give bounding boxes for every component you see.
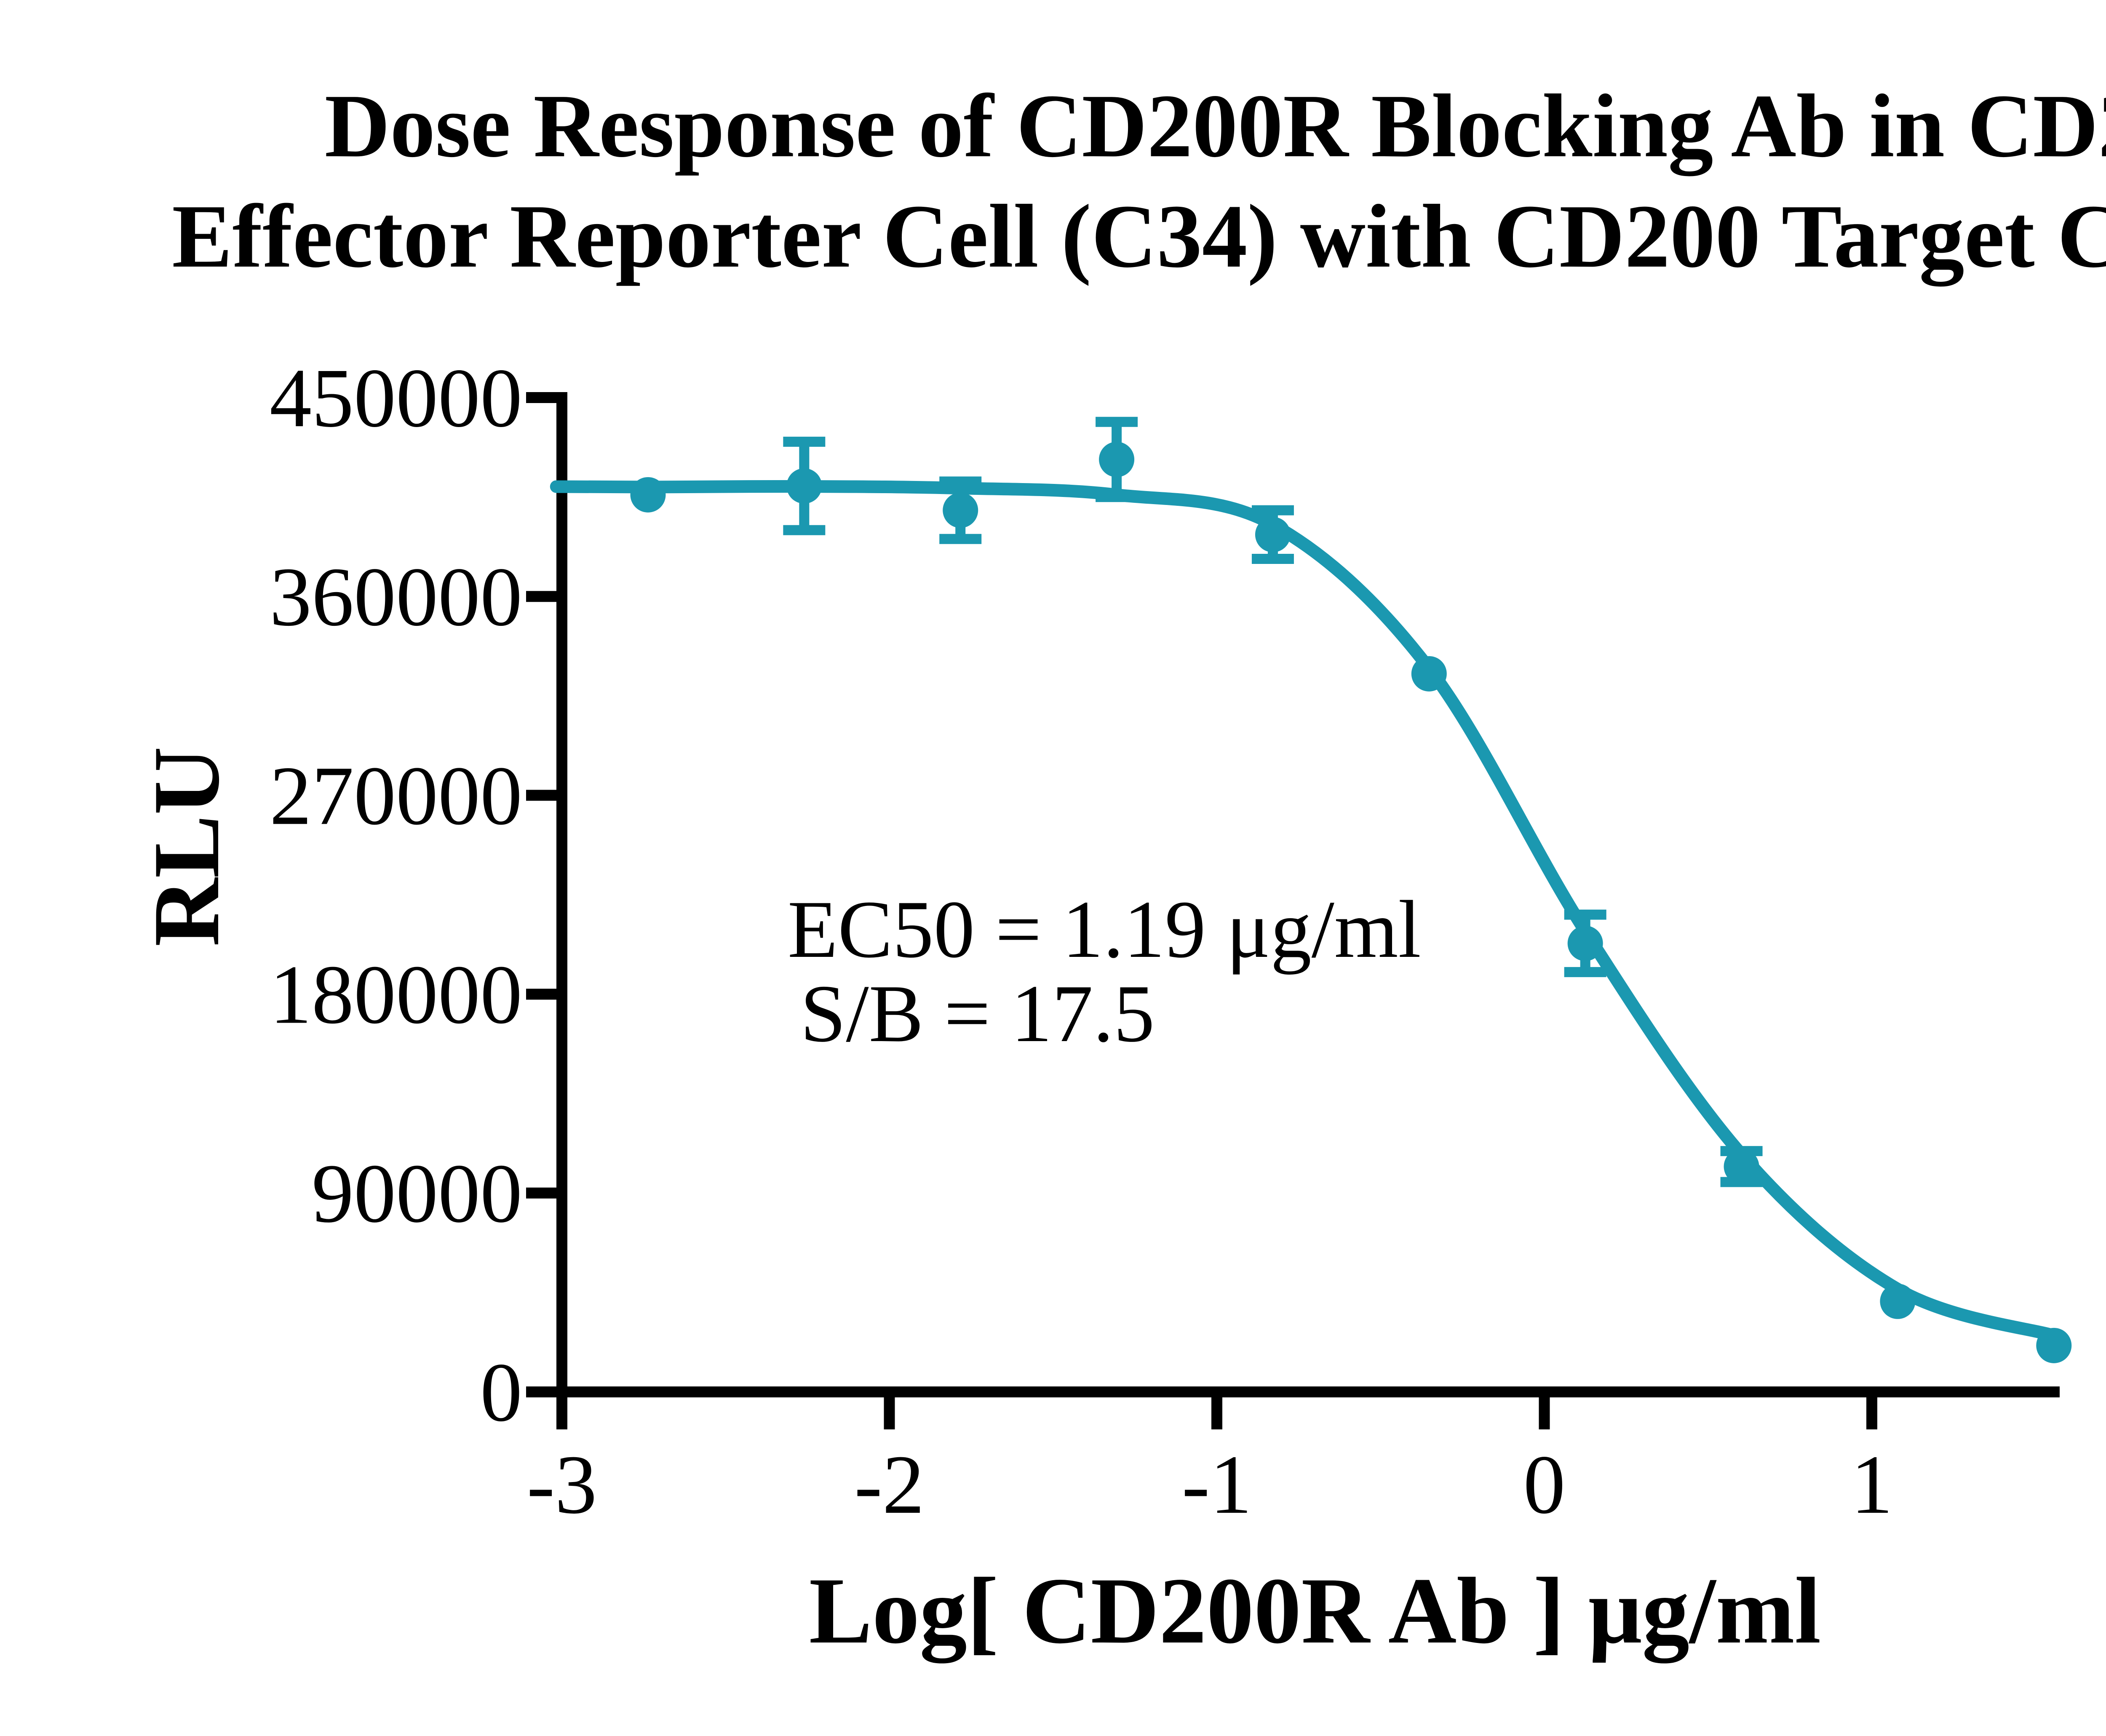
x-tick-label: 0 [1523, 1438, 1566, 1531]
chart-title: Dose Response of CD200R Blocking Ab in C… [0, 71, 2106, 291]
y-tick-label: 0 [480, 1346, 522, 1439]
chart-title-line1: Dose Response of CD200R Blocking Ab in C… [324, 75, 2106, 176]
ec50-annotation: EC50 = 1.19 μg/ml [788, 884, 1421, 975]
data-point [1880, 1283, 1916, 1319]
sb-annotation: S/B = 17.5 [800, 968, 1155, 1059]
x-tick-label: -1 [1182, 1438, 1252, 1531]
data-point [630, 477, 666, 513]
y-tick-label: 450000 [270, 352, 522, 445]
data-point [1099, 441, 1135, 477]
y-tick-label: 180000 [270, 948, 522, 1042]
data-point [786, 468, 822, 504]
y-tick-label: 360000 [270, 550, 522, 644]
chart-title-line2: Effector Reporter Cell (C34) with CD200 … [172, 186, 2106, 286]
y-tick-label: 90000 [312, 1147, 522, 1240]
y-tick-label: 270000 [270, 749, 522, 842]
x-tick-label: -2 [854, 1438, 925, 1531]
data-point [1411, 656, 1447, 692]
x-axis-title: Log[ CD200R Ab ] μg/ml [809, 1558, 1821, 1664]
data-point [943, 492, 978, 528]
data-point [2036, 1327, 2072, 1363]
data-point [1255, 517, 1291, 553]
x-tick-label: 1 [1851, 1438, 1893, 1531]
y-axis-title: RLU [134, 746, 239, 946]
x-tick-label: -3 [527, 1438, 597, 1531]
data-point [1567, 925, 1603, 961]
data-point [1724, 1148, 1759, 1184]
